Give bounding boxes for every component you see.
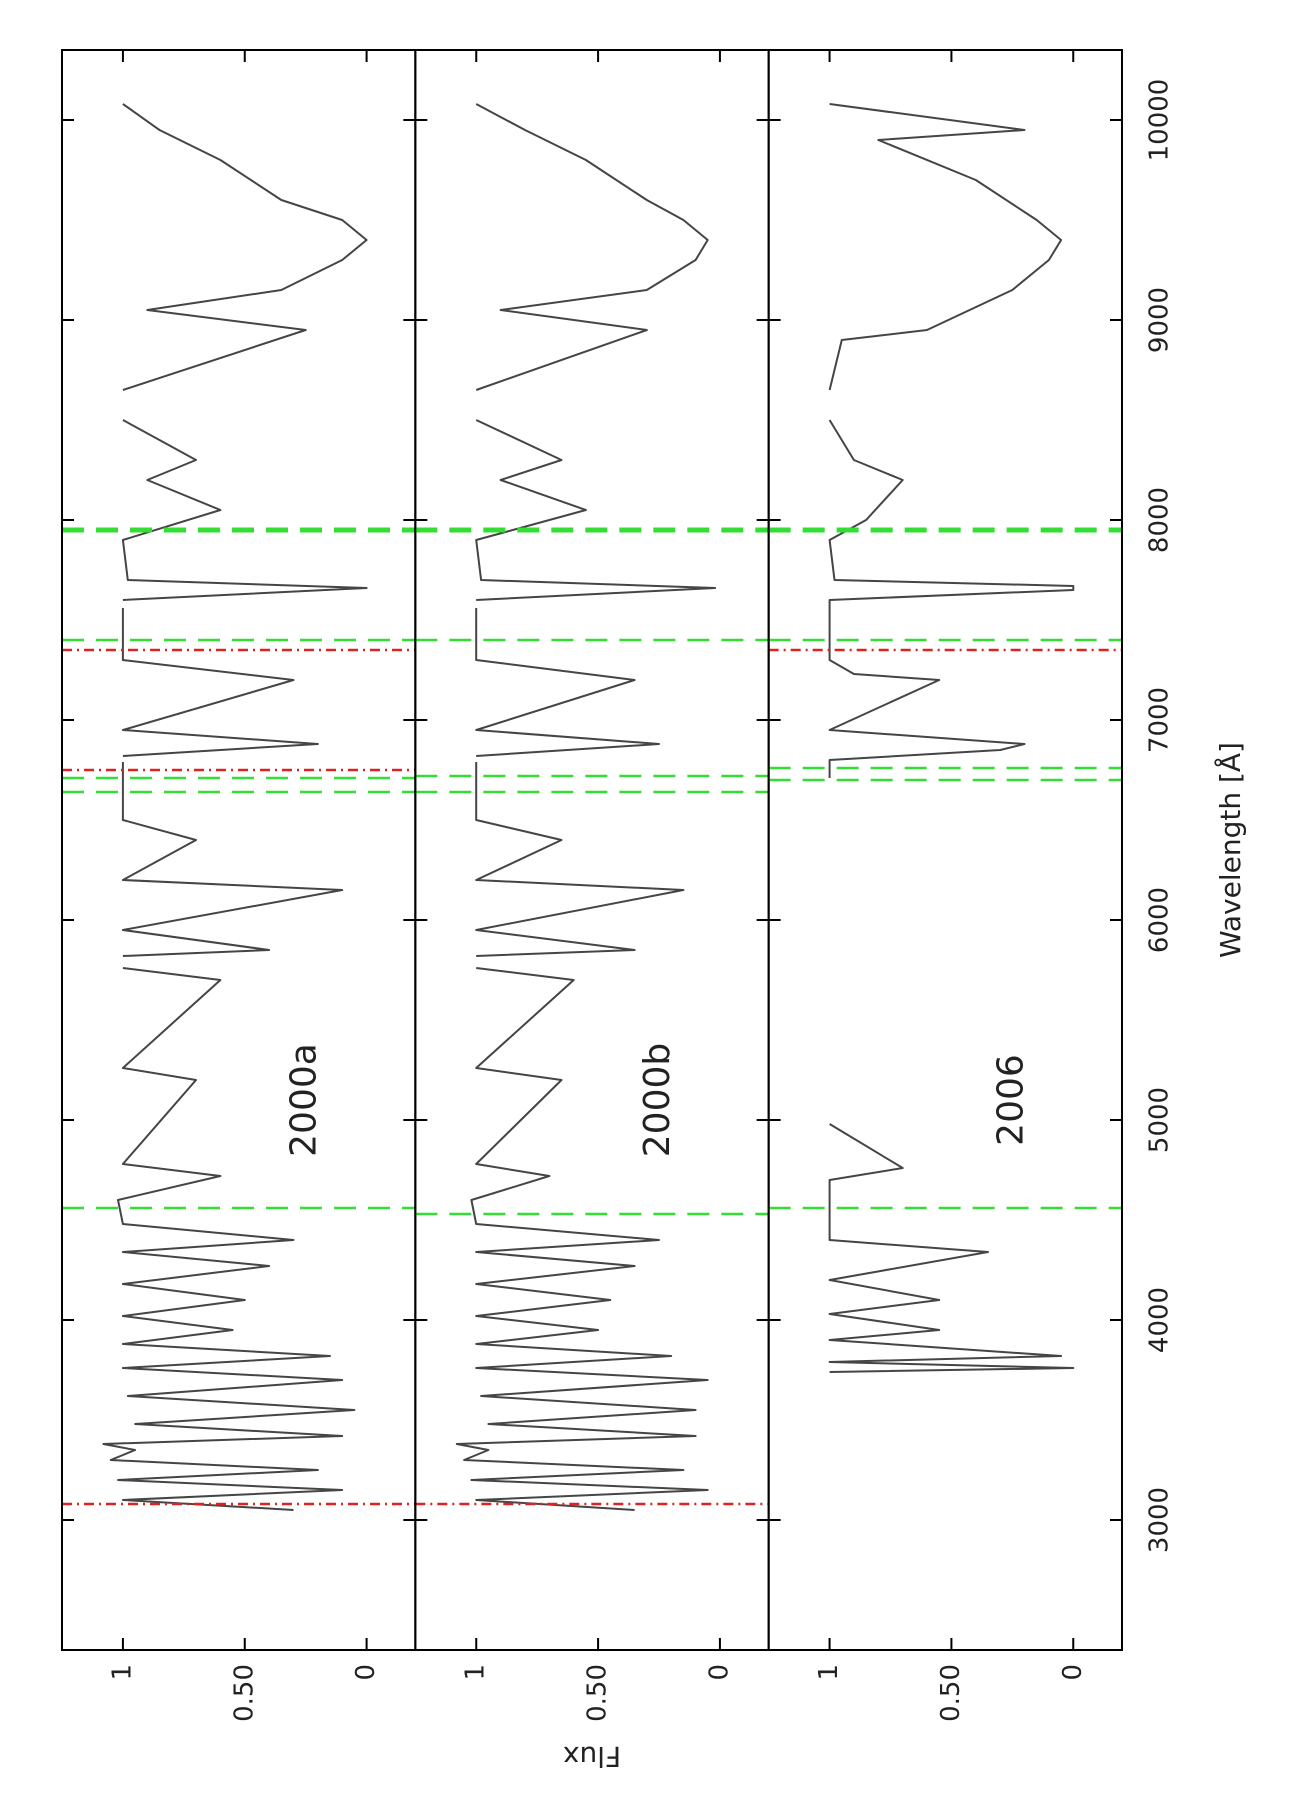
panel-frame <box>61 49 417 1651</box>
y-tick-label: 0 <box>704 1664 734 1681</box>
spectrum-line <box>828 103 1075 1373</box>
panel-label: 2000a <box>284 1043 325 1157</box>
x-tick-label: 10000 <box>1144 79 1174 162</box>
spectrum-line <box>455 103 717 1511</box>
x-tick-label: 9000 <box>1144 287 1174 353</box>
y-axis-title: Flux <box>563 1740 621 1773</box>
x-tick-label: 8000 <box>1144 487 1174 553</box>
panel-label: 2000b <box>637 1043 678 1157</box>
x-axis-title: Wavelength [Å] <box>1213 742 1247 958</box>
panel-frame <box>414 49 770 1651</box>
x-tick-label: 3000 <box>1144 1487 1174 1553</box>
y-tick-label: 1 <box>461 1664 491 1681</box>
y-tick-label: 0.50 <box>936 1664 966 1722</box>
x-tick-label: 4000 <box>1144 1287 1174 1353</box>
y-tick-label: 0.50 <box>583 1664 613 1722</box>
y-tick-label: 1 <box>814 1664 844 1681</box>
y-tick-label: 0 <box>1058 1664 1088 1681</box>
x-tick-label: 6000 <box>1144 887 1174 953</box>
x-tick-label: 7000 <box>1144 687 1174 753</box>
y-tick-label: 0 <box>351 1664 381 1681</box>
panel-frame <box>767 49 1123 1651</box>
y-tick-label: 0.50 <box>229 1664 259 1722</box>
panel-label: 2006 <box>990 1054 1031 1146</box>
y-tick-label: 1 <box>107 1664 137 1681</box>
spectrum-line <box>102 103 368 1511</box>
rotated-figure: 0 0.50 1 2000a 0 0.50 1 2000b Flux 0 0.50 1 3000 4000… <box>61 49 1247 1773</box>
x-tick-label: 5000 <box>1144 1087 1174 1153</box>
